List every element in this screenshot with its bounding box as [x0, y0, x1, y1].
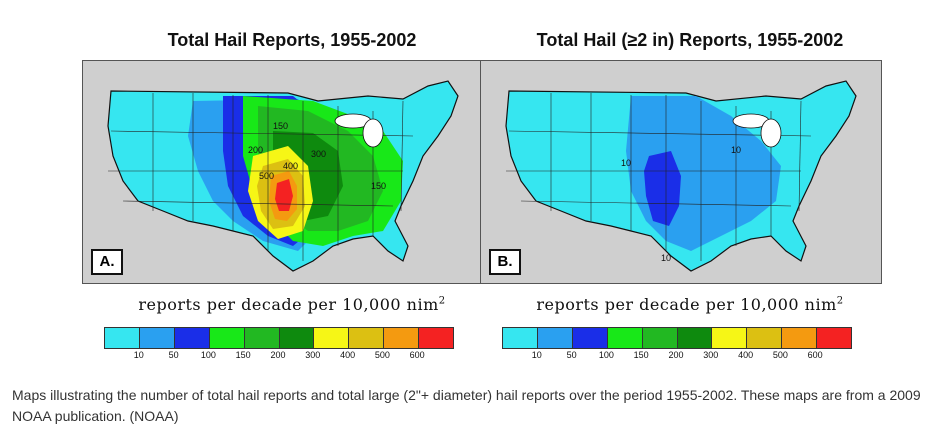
- colorbar-swatch: [677, 328, 713, 348]
- colorbar-swatch: [314, 328, 350, 348]
- colorbar-tick: 100: [200, 350, 216, 360]
- colorbar-swatch: [747, 328, 783, 348]
- colorbar-tick: 200: [270, 350, 286, 360]
- colorbar-tick: 500: [772, 350, 788, 360]
- contour-label: 10: [661, 253, 671, 263]
- contour-label: 400: [283, 161, 298, 171]
- caption: Maps illustrating the number of total ha…: [12, 387, 921, 424]
- colorbar-tick: 400: [738, 350, 754, 360]
- colorbar-swatch: [607, 328, 643, 348]
- panel-title: Total Hail Reports, 1955-2002: [167, 30, 417, 50]
- colorbar-swatch: [139, 328, 175, 348]
- panel-large-hail: Total Hail (≥2 in) Reports, 1955-2002 10…: [480, 0, 900, 370]
- colorbar-tick: 300: [305, 350, 321, 360]
- panel-title: Total Hail (≥2 in) Reports, 1955-2002: [536, 30, 844, 50]
- colorbar-swatch: [503, 328, 538, 348]
- colorbar-swatch: [572, 328, 608, 348]
- contour-label: 150: [371, 181, 386, 191]
- hail-core-red: [275, 179, 293, 211]
- colorbar-tick: 400: [340, 350, 356, 360]
- colorbar-tick: 300: [703, 350, 719, 360]
- contour-label: 500: [259, 171, 274, 181]
- panel-total-hail: Total Hail Reports, 1955-2002: [82, 0, 502, 370]
- colorbar-tick: 600: [807, 350, 823, 360]
- colorbar-tick: 150: [235, 350, 251, 360]
- colorbar-swatch: [209, 328, 245, 348]
- colorbar: [104, 327, 454, 349]
- colorbar-swatch: [817, 328, 852, 348]
- colorbar-swatch: [782, 328, 818, 348]
- colorbar-swatch: [419, 328, 454, 348]
- colorbar-tick: 200: [668, 350, 684, 360]
- colorbar-tick: 500: [374, 350, 390, 360]
- colorbar-swatch: [537, 328, 573, 348]
- map-svg: 200 150 300 500 400 150: [83, 61, 483, 283]
- hail-map-a: 200 150 300 500 400 150 A.: [82, 60, 484, 284]
- colorbar-swatch: [105, 328, 140, 348]
- colorbar-swatch: [279, 328, 315, 348]
- colorbar-tick: 600: [409, 350, 425, 360]
- hail-map-b: 10 10 10 B.: [480, 60, 882, 284]
- colorbar-tick: 10: [531, 350, 542, 360]
- colorbar-swatch: [642, 328, 678, 348]
- colorbar: [502, 327, 852, 349]
- colorbar-swatch: [244, 328, 280, 348]
- colorbar-swatch: [174, 328, 210, 348]
- panel-label: A.: [91, 249, 123, 275]
- contour-label: 10: [621, 158, 631, 168]
- hail-core-blue: [644, 151, 681, 226]
- panel-label: B.: [489, 249, 521, 275]
- map-svg: 10 10 10: [481, 61, 881, 283]
- contour-label: 200: [248, 145, 263, 155]
- colorbar-tick: 150: [633, 350, 649, 360]
- colorbar-tick: 100: [598, 350, 614, 360]
- colorbar-swatch: [712, 328, 748, 348]
- colorbar-tick: 10: [133, 350, 144, 360]
- colorbar-tick: 50: [566, 350, 577, 360]
- colorbar-tick: 50: [168, 350, 179, 360]
- contour-label: 300: [311, 149, 326, 159]
- unit-label: reports per decade per 10,000 nim2: [138, 295, 446, 314]
- contour-label: 10: [731, 145, 741, 155]
- colorbar-ticks: 10 50 100 150 200 300 400 500 600: [104, 350, 452, 364]
- colorbar-swatch: [349, 328, 385, 348]
- colorbar-ticks: 10 50 100 150 200 300 400 500 600: [502, 350, 850, 364]
- colorbar-swatch: [384, 328, 420, 348]
- contour-label: 150: [273, 121, 288, 131]
- unit-label: reports per decade per 10,000 nim2: [536, 295, 844, 314]
